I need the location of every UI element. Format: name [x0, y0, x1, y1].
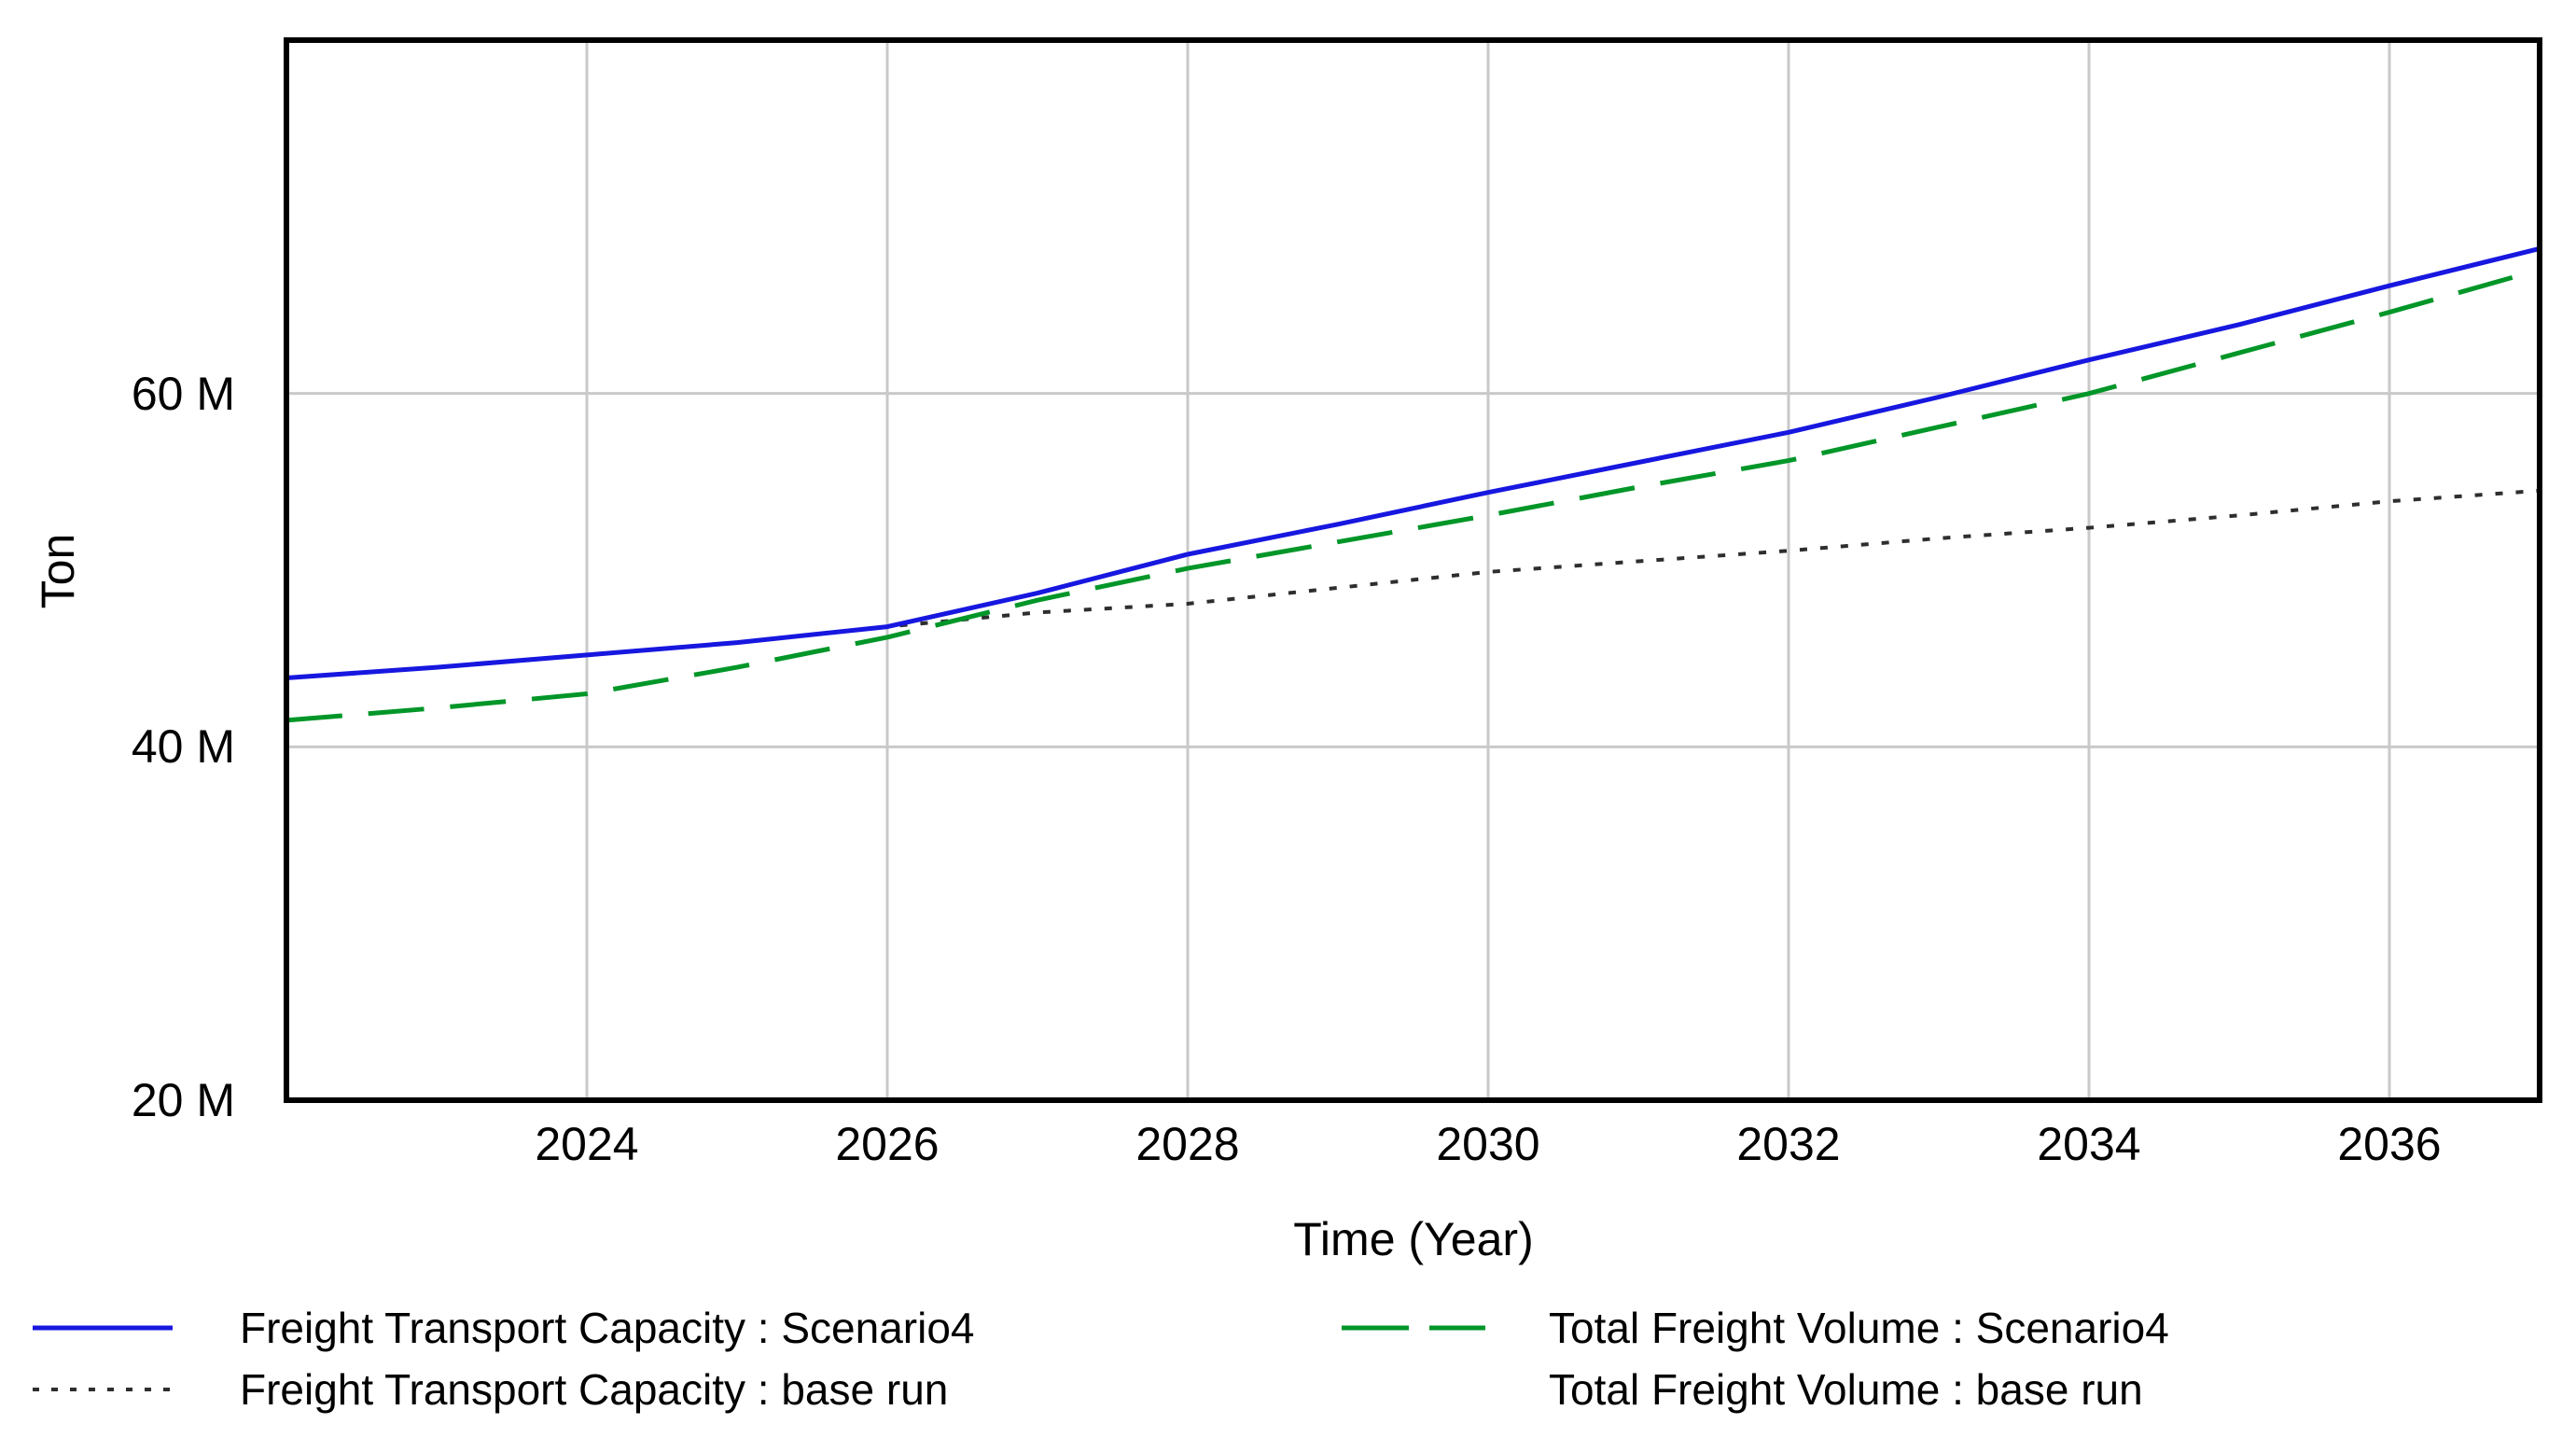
legend-label-volume-baserun: Total Freight Volume : base run [1549, 1365, 2143, 1414]
series-lines [285, 245, 2541, 723]
x-axis-title: Time (Year) [1293, 1213, 1534, 1265]
y-tick-label: 60 M [131, 367, 235, 420]
legend-label-volume-scenario4: Total Freight Volume : Scenario4 [1549, 1304, 2169, 1352]
x-tick-label: 2030 [1436, 1118, 1540, 1170]
legend-label-capacity-baserun: Freight Transport Capacity : base run [240, 1365, 949, 1414]
series-line-1 [285, 267, 2541, 723]
gridlines [286, 40, 2540, 1100]
series-line-0 [285, 245, 2541, 680]
y-tick-label: 20 M [131, 1074, 235, 1126]
x-tick-label: 2024 [535, 1118, 639, 1170]
x-tick-label: 2034 [2037, 1118, 2141, 1170]
y-tick-label: 40 M [131, 720, 235, 774]
y-axis-title: Ton [32, 533, 84, 609]
legend-label-capacity-scenario4: Freight Transport Capacity : Scenario4 [240, 1304, 975, 1352]
x-tick-label: 2026 [835, 1118, 940, 1170]
x-tick-label: 2032 [1736, 1118, 1841, 1170]
plot-frame [284, 37, 2542, 1103]
x-tick-label: 2036 [2337, 1118, 2442, 1170]
x-tick-label: 2028 [1135, 1118, 1240, 1170]
